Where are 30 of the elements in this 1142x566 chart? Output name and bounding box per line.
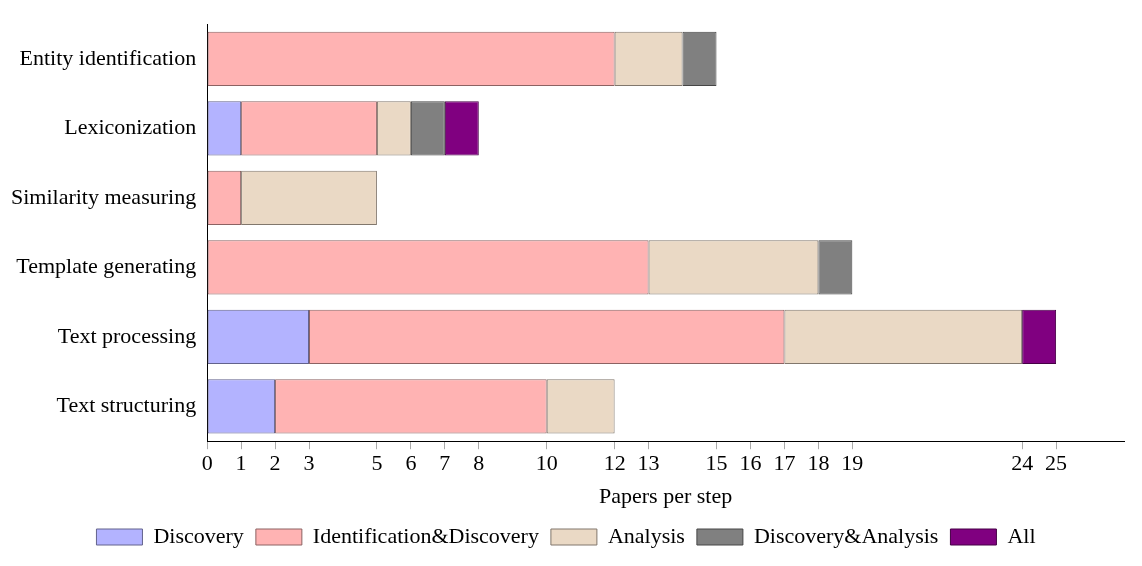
x-tick-label: 16 bbox=[739, 450, 762, 476]
x-tick-label: 24 bbox=[1011, 450, 1034, 476]
y-tick-label: Lexiconization bbox=[64, 114, 197, 140]
x-tick-label: 25 bbox=[1045, 450, 1068, 476]
x-tick-label: 3 bbox=[303, 450, 315, 476]
x-tick-label: 12 bbox=[603, 450, 626, 476]
y-tick-label: Template generating bbox=[16, 253, 197, 279]
x-axis-title: Papers per step bbox=[598, 482, 733, 508]
x-tick-label: 17 bbox=[773, 450, 796, 476]
x-tick-label: 5 bbox=[371, 450, 383, 476]
y-tick-label: Entity identification bbox=[19, 44, 197, 70]
legend-label: Discovery&Analysis bbox=[753, 522, 939, 548]
x-tick-label: 1 bbox=[235, 450, 247, 476]
x-tick-label: 18 bbox=[807, 450, 830, 476]
x-tick-label: 15 bbox=[705, 450, 728, 476]
legend-label: Discovery bbox=[153, 522, 244, 548]
x-tick-label: 19 bbox=[841, 450, 864, 476]
x-tick-label: 8 bbox=[473, 450, 485, 476]
x-tick-label: 13 bbox=[637, 450, 660, 476]
x-tick-label: 0 bbox=[201, 450, 213, 476]
x-tick-label: 6 bbox=[405, 450, 417, 476]
y-tick-label: Similarity measuring bbox=[10, 183, 197, 209]
x-tick-label: 10 bbox=[535, 450, 558, 476]
legend-label: Analysis bbox=[607, 522, 685, 548]
y-tick-label: Text processing bbox=[57, 322, 197, 348]
x-tick-label: 7 bbox=[439, 450, 451, 476]
legend-label: Identification&Discovery bbox=[312, 522, 539, 548]
x-tick-label: 2 bbox=[269, 450, 281, 476]
legend-label: All bbox=[1007, 522, 1036, 548]
y-tick-label: Text structuring bbox=[56, 392, 197, 418]
